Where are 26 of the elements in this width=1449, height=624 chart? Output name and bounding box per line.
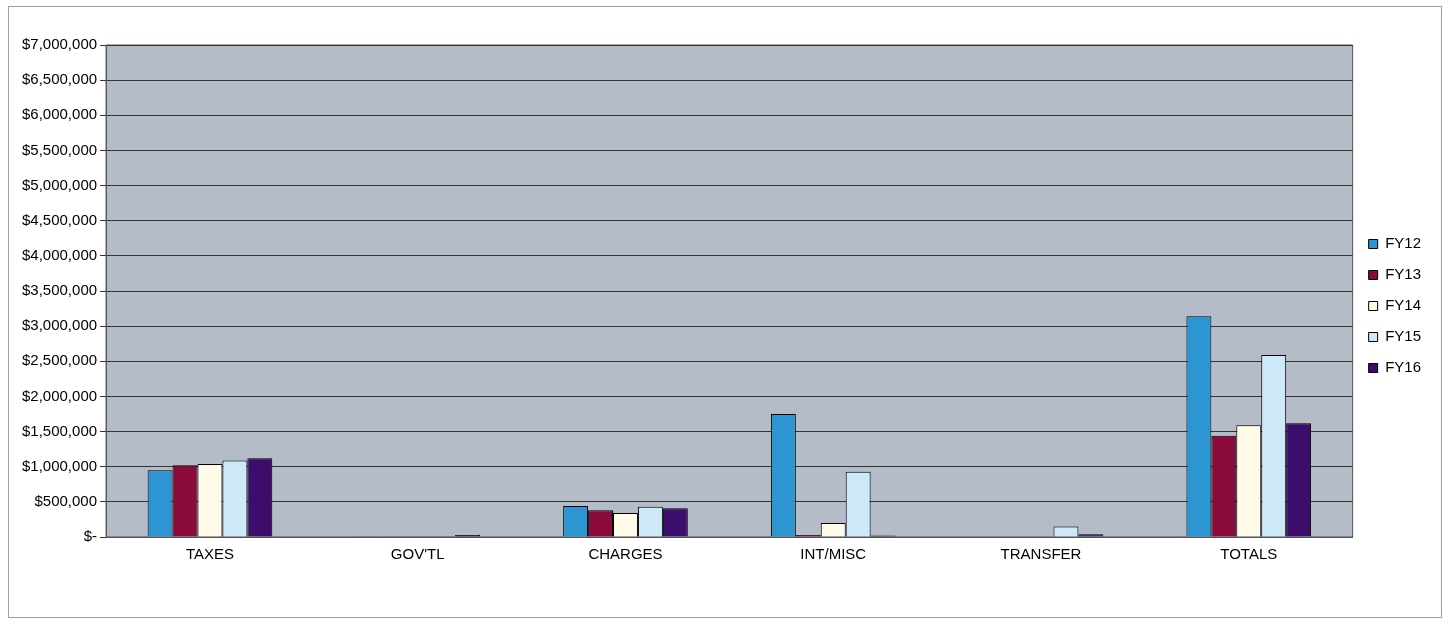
y-tick-label: $3,000,000 [22,316,98,334]
y-tick-label: $500,000 [34,492,98,509]
y-tick-label: $4,000,000 [22,246,98,263]
y-tick-label: $1,000,000 [22,456,98,474]
x-tick-label: TRANSFER [1000,545,1082,563]
y-tick-label: $5,000,000 [22,175,98,193]
y-tick-label: $1,500,000 [22,421,98,439]
legend-label: FY15 [1385,327,1422,345]
y-tick-label: $2,000,000 [22,386,98,404]
x-tick-label: CHARGES [588,545,663,563]
legend-label: FY13 [1385,265,1422,283]
x-tick-label: GOV'TL [390,545,445,563]
y-tick-label: $6,000,000 [22,105,98,123]
legend-label: FY16 [1385,358,1422,376]
legend-label: FY14 [1385,296,1422,314]
y-tick-label: $6,500,000 [22,70,98,88]
y-tick-label: $2,500,000 [22,351,98,369]
y-tick-label: $4,500,000 [22,210,98,228]
y-tick-label: $5,500,000 [22,140,98,158]
legend-label: FY12 [1385,234,1422,252]
x-tick-label: INT/MISC [800,545,867,563]
y-tick-label: $7,000,000 [22,35,98,53]
x-tick-label: TOTALS [1220,545,1278,563]
x-tick-label: TAXES [185,545,234,563]
y-tick-label: $- [83,527,98,545]
y-tick-label: $3,500,000 [22,281,98,299]
